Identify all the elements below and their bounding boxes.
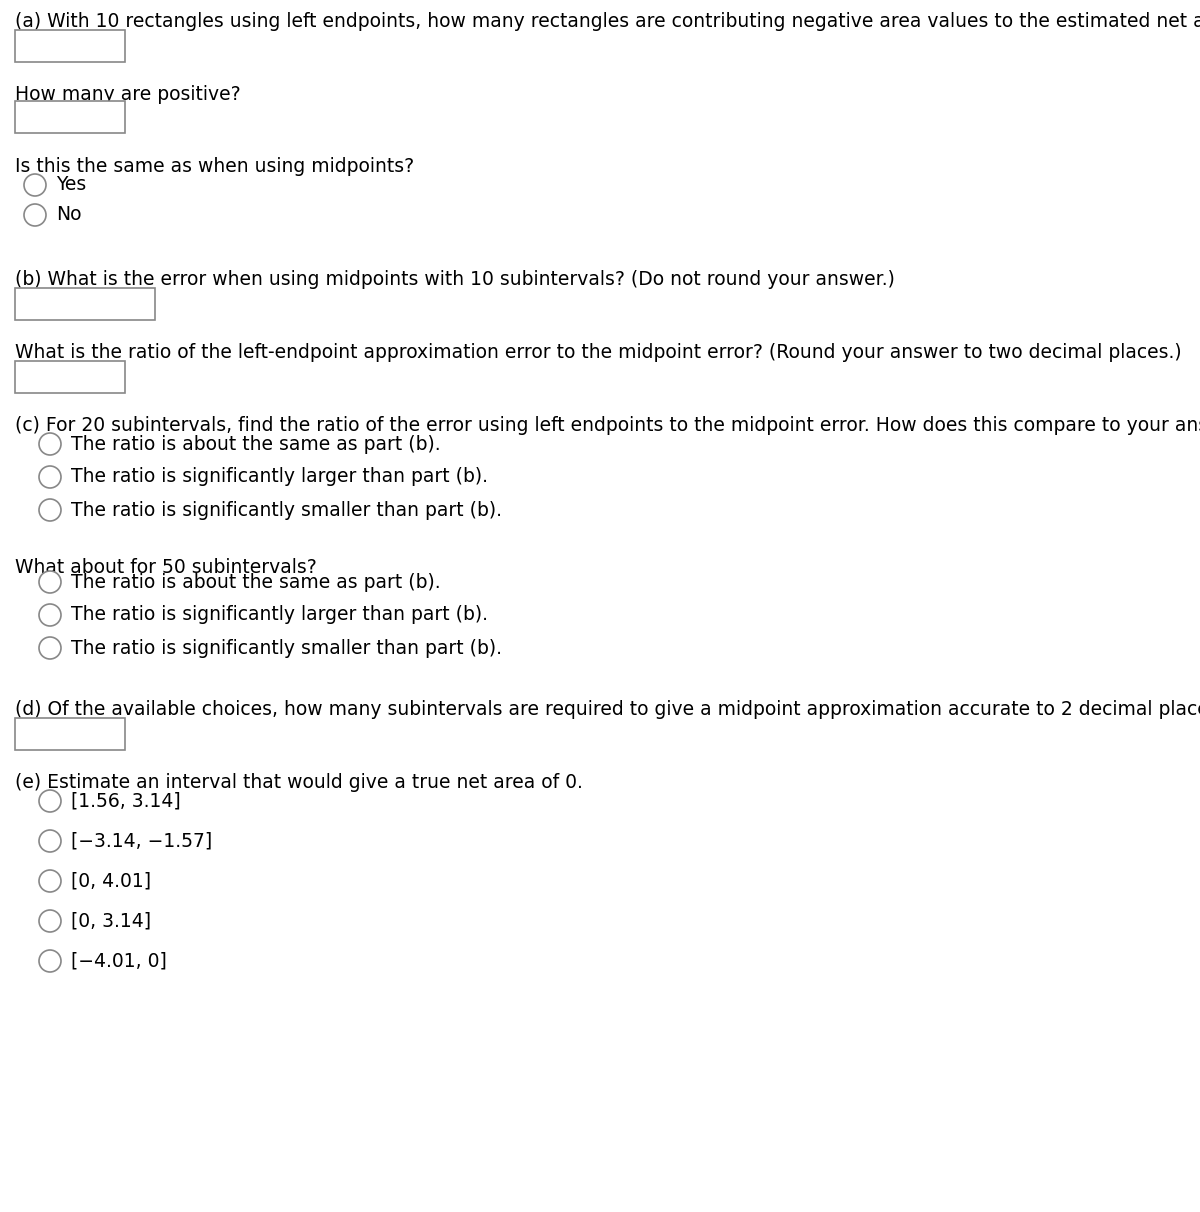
Circle shape [38, 870, 61, 892]
Text: (c) For 20 subintervals, find the ratio of the error using left endpoints to the: (c) For 20 subintervals, find the ratio … [14, 416, 1200, 435]
Circle shape [38, 790, 61, 812]
Text: How many are positive?: How many are positive? [14, 85, 241, 104]
Circle shape [38, 433, 61, 454]
Text: [1.56, 3.14]: [1.56, 3.14] [71, 791, 181, 811]
Circle shape [38, 499, 61, 521]
Text: The ratio is significantly smaller than part (b).: The ratio is significantly smaller than … [71, 639, 502, 657]
Circle shape [24, 204, 46, 225]
Text: The ratio is significantly smaller than part (b).: The ratio is significantly smaller than … [71, 501, 502, 520]
Circle shape [38, 604, 61, 627]
Text: The ratio is significantly larger than part (b).: The ratio is significantly larger than p… [71, 468, 488, 486]
Text: (d) Of the available choices, how many subintervals are required to give a midpo: (d) Of the available choices, how many s… [14, 701, 1200, 719]
Circle shape [38, 465, 61, 488]
Circle shape [38, 571, 61, 593]
Text: What is the ratio of the left-endpoint approximation error to the midpoint error: What is the ratio of the left-endpoint a… [14, 343, 1182, 362]
Text: Yes: Yes [56, 176, 86, 194]
Circle shape [38, 830, 61, 852]
Circle shape [38, 910, 61, 932]
Bar [14, 101, 125, 133]
Text: No: No [56, 206, 82, 224]
Text: [−4.01, 0]: [−4.01, 0] [71, 951, 167, 971]
Bar [14, 718, 125, 750]
Circle shape [24, 175, 46, 196]
Text: The ratio is significantly larger than part (b).: The ratio is significantly larger than p… [71, 606, 488, 624]
Text: (a) With 10 rectangles using left endpoints, how many rectangles are contributin: (a) With 10 rectangles using left endpoi… [14, 12, 1200, 32]
Bar [14, 30, 125, 62]
Text: (b) What is the error when using midpoints with 10 subintervals? (Do not round y: (b) What is the error when using midpoin… [14, 270, 895, 288]
Text: The ratio is about the same as part (b).: The ratio is about the same as part (b). [71, 572, 440, 591]
Text: [−3.14, −1.57]: [−3.14, −1.57] [71, 831, 212, 851]
Text: The ratio is about the same as part (b).: The ratio is about the same as part (b). [71, 434, 440, 453]
Bar [14, 288, 155, 320]
Text: Is this the same as when using midpoints?: Is this the same as when using midpoints… [14, 158, 414, 176]
Text: [0, 4.01]: [0, 4.01] [71, 871, 151, 891]
Circle shape [38, 950, 61, 972]
Bar [14, 361, 125, 393]
Text: (e) Estimate an interval that would give a true net area of 0.: (e) Estimate an interval that would give… [14, 773, 583, 791]
Text: [0, 3.14]: [0, 3.14] [71, 911, 151, 931]
Circle shape [38, 638, 61, 659]
Text: What about for 50 subintervals?: What about for 50 subintervals? [14, 558, 317, 577]
